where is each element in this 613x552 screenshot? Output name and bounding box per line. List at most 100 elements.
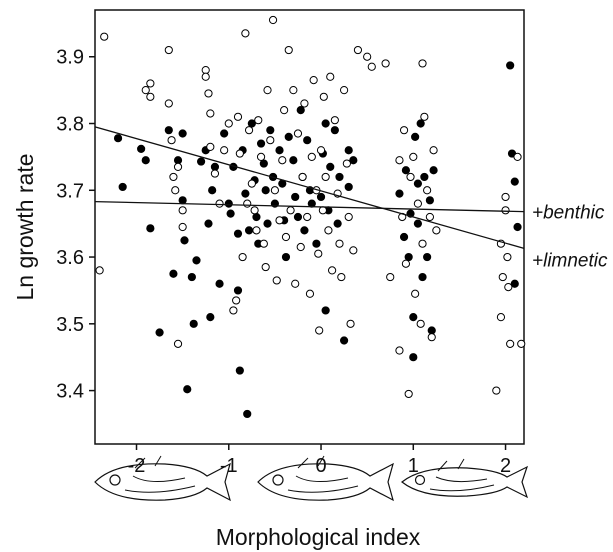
data-point-open: [503, 252, 512, 262]
data-point-filled: [344, 146, 353, 155]
data-point-filled: [291, 192, 300, 202]
data-point-open: [404, 389, 413, 399]
data-point-filled: [247, 119, 256, 128]
data-point-open: [206, 109, 215, 118]
y-tick-label: 3.7: [56, 180, 84, 202]
data-point-open: [238, 252, 247, 262]
data-point-filled: [173, 156, 183, 165]
data-point-open: [344, 212, 353, 222]
data-point-open: [432, 226, 441, 235]
data-point-open: [326, 72, 335, 81]
data-point-filled: [395, 189, 404, 198]
data-point-filled: [192, 256, 201, 265]
data-point-filled: [330, 126, 339, 135]
data-point-filled: [169, 269, 178, 278]
data-point-open: [201, 65, 210, 75]
data-point-open: [318, 206, 327, 215]
x-tick-label: -1: [220, 455, 238, 477]
data-point-filled: [208, 186, 217, 195]
fish-illustration-benthic: [94, 455, 231, 502]
data-point-open: [330, 116, 339, 125]
data-point-filled: [416, 119, 425, 128]
data-point-open: [281, 232, 291, 242]
y-axis-ticks: 3.4 3.5 3.6 3.7 3.8 3.9: [56, 47, 95, 403]
data-point-filled: [510, 177, 519, 186]
data-point-open: [305, 289, 315, 298]
data-point-open: [423, 186, 432, 195]
data-point-open: [284, 45, 293, 55]
data-point-filled: [266, 126, 275, 135]
data-point-open: [164, 99, 173, 108]
data-point-open: [141, 86, 150, 95]
data-point-open: [506, 339, 515, 348]
data-point-filled: [180, 236, 189, 245]
data-point-open: [278, 156, 287, 165]
data-point-open: [293, 129, 303, 138]
data-point-open: [296, 242, 305, 252]
data-point-open: [517, 339, 526, 348]
data-point-open: [309, 76, 318, 85]
data-point-filled: [281, 252, 291, 262]
data-point-open: [349, 246, 358, 255]
data-point-filled: [259, 159, 268, 168]
y-tick-label: 3.6: [56, 247, 84, 269]
data-point-filled: [224, 199, 233, 208]
data-point-filled: [113, 134, 123, 143]
data-point-open: [204, 89, 213, 98]
data-point-filled: [220, 129, 229, 138]
data-point-open: [201, 72, 210, 81]
data-point-open: [263, 86, 272, 95]
data-point-open: [241, 29, 250, 38]
data-point-open: [291, 279, 300, 288]
data-point-open: [346, 319, 355, 328]
data-point-filled: [243, 409, 252, 419]
data-point-filled: [321, 306, 330, 315]
data-point-filled: [178, 196, 187, 205]
data-point-open: [247, 179, 256, 188]
data-point-open: [386, 272, 395, 282]
data-point-filled: [263, 219, 272, 228]
data-point-open: [254, 116, 263, 125]
data-point-filled: [226, 209, 235, 218]
data-point-filled: [333, 219, 342, 228]
data-point-open: [233, 112, 243, 121]
data-point-open: [220, 146, 229, 155]
y-axis-title: Ln growth rate: [12, 153, 38, 300]
data-point-open: [429, 146, 438, 155]
data-point-filled: [241, 189, 250, 198]
data-point-filled: [164, 126, 173, 135]
data-point-open: [146, 79, 155, 88]
data-point-filled: [409, 353, 418, 362]
data-point-open: [418, 59, 427, 68]
data-point-open: [270, 186, 280, 195]
data-point-open: [229, 306, 238, 315]
data-point-filled: [300, 226, 309, 235]
data-point-open: [513, 152, 522, 161]
data-point-open: [178, 206, 187, 215]
data-point-open: [418, 239, 427, 248]
x-axis-title: Morphological index: [216, 524, 421, 550]
data-point-open: [206, 142, 215, 151]
data-point-open: [232, 296, 241, 305]
data-point-open: [244, 126, 254, 135]
data-point-filled: [296, 106, 305, 115]
plot-frame: [94, 9, 525, 445]
data-point-filled: [404, 252, 413, 262]
data-point-open: [395, 156, 404, 165]
data-point-open: [250, 206, 259, 215]
data-point-open: [316, 146, 326, 155]
data-point-open: [268, 15, 278, 25]
data-point-open: [289, 86, 298, 95]
y-tick-label: 3.4: [56, 381, 84, 403]
data-point-open: [406, 172, 415, 182]
data-point-open: [501, 206, 510, 215]
data-point-filled: [425, 196, 434, 205]
data-point-open: [169, 172, 178, 182]
data-point-filled: [429, 166, 438, 175]
data-point-filled: [187, 272, 196, 282]
data-point-open: [95, 266, 104, 275]
data-point-filled: [146, 224, 155, 233]
data-point-open: [173, 162, 183, 172]
data-point-filled: [189, 319, 198, 328]
